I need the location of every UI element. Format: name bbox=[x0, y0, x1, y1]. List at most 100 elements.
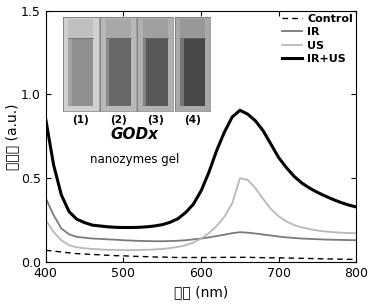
IR+US bbox=[75, 217, 79, 221]
IR bbox=[160, 239, 165, 243]
IR+US bbox=[106, 225, 110, 229]
IR bbox=[307, 237, 312, 241]
US bbox=[90, 247, 95, 251]
US bbox=[245, 178, 250, 182]
Control bbox=[152, 255, 157, 259]
Line: IR+US: IR+US bbox=[46, 110, 356, 228]
IR bbox=[346, 238, 351, 242]
IR+US bbox=[323, 194, 328, 198]
Control bbox=[168, 256, 172, 259]
IR+US bbox=[199, 189, 203, 192]
IR bbox=[323, 238, 328, 241]
US bbox=[191, 241, 196, 244]
IR+US bbox=[245, 112, 250, 116]
Control bbox=[315, 257, 320, 260]
Control bbox=[82, 252, 87, 256]
IR bbox=[98, 237, 102, 241]
US bbox=[59, 239, 64, 242]
US bbox=[300, 226, 304, 229]
IR+US bbox=[129, 226, 134, 229]
US bbox=[144, 248, 149, 252]
US bbox=[253, 186, 258, 190]
IR bbox=[43, 196, 48, 200]
IR bbox=[354, 239, 359, 242]
US bbox=[315, 229, 320, 232]
US bbox=[284, 220, 289, 223]
IR bbox=[175, 239, 180, 242]
Text: (4): (4) bbox=[184, 115, 201, 125]
Control bbox=[160, 255, 165, 259]
US bbox=[339, 231, 343, 235]
Text: (3): (3) bbox=[147, 115, 164, 125]
Control bbox=[331, 257, 335, 261]
Control bbox=[269, 256, 273, 260]
US bbox=[207, 231, 211, 235]
IR+US bbox=[113, 225, 118, 229]
US bbox=[307, 227, 312, 231]
Control bbox=[276, 256, 281, 260]
IR+US bbox=[315, 191, 320, 194]
IR+US bbox=[346, 203, 351, 207]
Control bbox=[214, 256, 219, 259]
Control bbox=[90, 253, 95, 256]
IR bbox=[183, 239, 188, 242]
IR+US bbox=[59, 193, 64, 197]
Control bbox=[191, 256, 196, 259]
US bbox=[354, 231, 359, 235]
Text: GODx: GODx bbox=[110, 127, 158, 142]
IR+US bbox=[144, 225, 149, 229]
X-axis label: 波长 (nm): 波长 (nm) bbox=[174, 285, 228, 300]
IR bbox=[261, 233, 266, 236]
IR+US bbox=[307, 186, 312, 190]
Line: Control: Control bbox=[46, 250, 356, 260]
IR bbox=[276, 235, 281, 239]
IR bbox=[152, 239, 157, 243]
US bbox=[230, 202, 234, 205]
Control bbox=[300, 257, 304, 260]
IR+US bbox=[43, 118, 48, 121]
IR+US bbox=[160, 223, 165, 227]
IR bbox=[90, 237, 95, 240]
IR bbox=[284, 235, 289, 239]
IR+US bbox=[175, 217, 180, 221]
IR bbox=[222, 233, 227, 237]
Y-axis label: 吸光度 (a.u.): 吸光度 (a.u.) bbox=[6, 103, 19, 170]
Control bbox=[75, 252, 79, 256]
US bbox=[137, 248, 141, 252]
US bbox=[269, 207, 273, 211]
IR bbox=[67, 232, 71, 236]
IR bbox=[51, 213, 56, 217]
US bbox=[51, 230, 56, 234]
Control bbox=[113, 254, 118, 257]
Control bbox=[98, 253, 102, 257]
IR+US bbox=[331, 198, 335, 201]
US bbox=[214, 224, 219, 228]
IR+US bbox=[269, 142, 273, 146]
Control bbox=[230, 256, 234, 259]
IR bbox=[168, 239, 172, 243]
Control bbox=[261, 256, 266, 260]
US bbox=[261, 197, 266, 201]
US bbox=[222, 215, 227, 219]
Control bbox=[346, 257, 351, 261]
IR bbox=[315, 237, 320, 241]
Control bbox=[253, 256, 258, 259]
IR+US bbox=[339, 201, 343, 204]
Control bbox=[222, 256, 227, 259]
Control bbox=[106, 253, 110, 257]
IR bbox=[144, 239, 149, 243]
IR+US bbox=[253, 119, 258, 123]
US bbox=[67, 243, 71, 247]
IR bbox=[207, 235, 211, 239]
IR bbox=[300, 237, 304, 240]
IR bbox=[75, 235, 79, 239]
IR bbox=[106, 238, 110, 241]
IR+US bbox=[238, 109, 242, 112]
Control bbox=[59, 250, 64, 254]
US bbox=[175, 245, 180, 249]
IR+US bbox=[214, 149, 219, 152]
Control bbox=[43, 249, 48, 252]
IR bbox=[230, 231, 234, 235]
IR+US bbox=[284, 166, 289, 170]
Control bbox=[339, 257, 343, 261]
